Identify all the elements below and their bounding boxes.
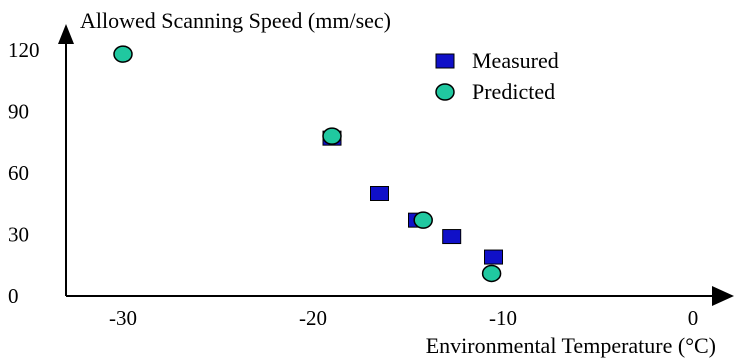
y-tick-label: 120 xyxy=(8,38,40,62)
legend-predicted-marker xyxy=(435,83,455,101)
y-tick-label: 30 xyxy=(8,223,29,247)
legend-predicted-label: Predicted xyxy=(472,79,555,104)
x-tick-label: -30 xyxy=(109,306,137,330)
y-axis-label: Allowed Scanning Speed (mm/sec) xyxy=(80,8,391,33)
y-tick-label: 90 xyxy=(8,100,29,124)
y-axis-arrowhead xyxy=(58,24,74,44)
predicted-point xyxy=(481,264,502,283)
legend-measured-marker xyxy=(435,53,455,69)
y-tick-label: 60 xyxy=(8,161,29,185)
data-points xyxy=(113,45,503,283)
legend-measured-label: Measured xyxy=(472,48,559,73)
predicted-point xyxy=(413,211,433,229)
measured-point xyxy=(442,229,462,245)
measured-point xyxy=(484,249,503,265)
axes xyxy=(58,24,734,306)
x-axis-arrowhead xyxy=(712,286,734,306)
predicted-point xyxy=(113,45,133,63)
predicted-point xyxy=(322,127,342,145)
x-tick-label: -20 xyxy=(299,306,327,330)
measured-point xyxy=(370,186,389,201)
legend: Measured Predicted xyxy=(435,48,559,104)
x-tick-label: 0 xyxy=(688,306,699,330)
x-axis-label: Environmental Temperature (°C) xyxy=(426,333,716,358)
y-tick-label: 0 xyxy=(8,284,19,308)
tick-labels: -30 -20 -10 0 0 30 60 90 120 xyxy=(8,38,698,330)
x-tick-label: -10 xyxy=(489,306,517,330)
